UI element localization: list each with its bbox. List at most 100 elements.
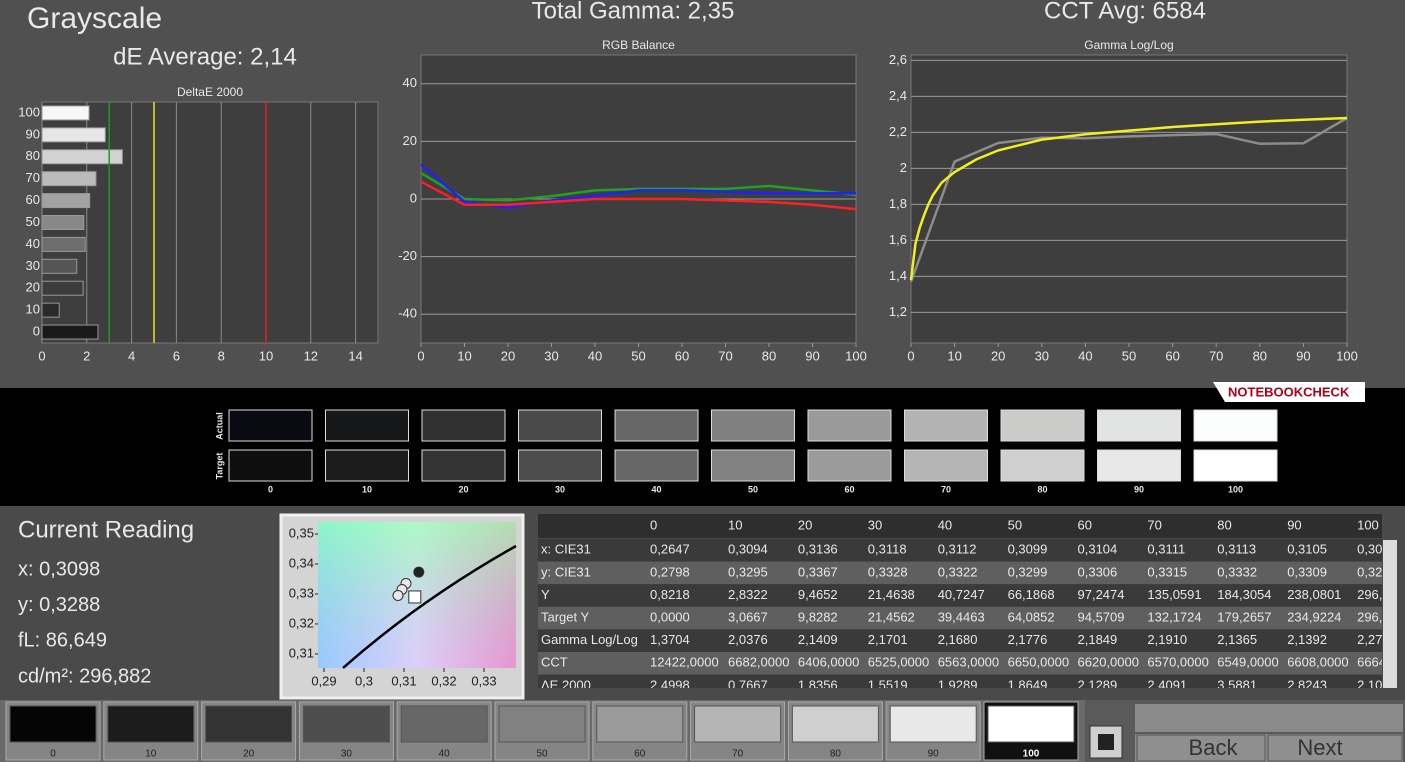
table-row-bg bbox=[538, 561, 1382, 585]
table-cell: 0,3113 bbox=[1217, 542, 1256, 557]
page-title: Grayscale bbox=[27, 2, 162, 35]
table-cell: 234,9224 bbox=[1287, 610, 1341, 625]
swatch-band bbox=[0, 388, 1405, 506]
total-gamma: Total Gamma: 2,35 bbox=[532, 0, 735, 24]
table-row-label: CCT bbox=[541, 655, 568, 670]
y-tick-label: 40 bbox=[403, 75, 417, 90]
y-tick-label: 0,35 bbox=[289, 525, 314, 540]
table-cell: 66,1868 bbox=[1008, 587, 1055, 602]
x-tick-label: 40 bbox=[588, 348, 602, 363]
table-cell: 6664 bbox=[1357, 655, 1386, 670]
table-cell: 2,4998 bbox=[650, 677, 690, 692]
table-row-bg bbox=[538, 652, 1382, 675]
x-tick-label: 80 bbox=[1253, 348, 1267, 363]
series-line bbox=[909, 116, 1348, 281]
back-button[interactable] bbox=[1136, 734, 1266, 762]
swatch-label: 80 bbox=[1037, 484, 1047, 494]
table-cell: 1,8649 bbox=[1008, 677, 1048, 692]
table-cell: 0,32 bbox=[1357, 564, 1382, 579]
x-tick-label: 8 bbox=[218, 348, 225, 363]
table-cell: 39,4463 bbox=[938, 610, 985, 625]
category-label: 30 bbox=[26, 258, 40, 273]
x-tick-label: 12 bbox=[304, 348, 318, 363]
target-swatch bbox=[1000, 449, 1085, 482]
y-tick-label: 2,4 bbox=[889, 88, 907, 103]
table-cell: 0,3306 bbox=[1078, 564, 1118, 579]
table-row-label: x: CIE31 bbox=[541, 542, 591, 557]
x-tick-label: 50 bbox=[1122, 348, 1136, 363]
table-cell: 1,3704 bbox=[650, 632, 690, 647]
category-label: 0 bbox=[33, 323, 40, 338]
table-row-bg bbox=[538, 539, 1382, 562]
plot-area bbox=[910, 54, 1348, 344]
swatch-label: 30 bbox=[555, 484, 565, 494]
table-cell: 0,3111 bbox=[1147, 542, 1185, 557]
stop-icon bbox=[1098, 734, 1114, 750]
table-cell: 12422,0000 bbox=[650, 655, 719, 670]
y-tick-label: 0,31 bbox=[289, 645, 314, 660]
table-header-bg bbox=[538, 514, 1382, 538]
table-row-label: Y bbox=[541, 587, 550, 602]
bar bbox=[41, 236, 86, 252]
bar bbox=[41, 171, 97, 187]
y-tick-label: 0,32 bbox=[289, 615, 314, 630]
actual-swatch bbox=[807, 409, 892, 442]
table-cell: 64,0852 bbox=[1008, 610, 1055, 625]
table-cell: 135,0591 bbox=[1147, 587, 1201, 602]
y-tick-label: 1,8 bbox=[889, 196, 907, 211]
patch-swatch bbox=[791, 705, 879, 743]
patch-label: 0 bbox=[50, 749, 56, 760]
bar bbox=[41, 105, 90, 121]
table-header: 90 bbox=[1287, 517, 1301, 532]
transport-buttons[interactable] bbox=[1135, 704, 1403, 732]
table-cell: 1,5519 bbox=[868, 677, 908, 692]
patch-label: 20 bbox=[243, 749, 255, 760]
table-cell: 132,1724 bbox=[1147, 610, 1201, 625]
cct-average: CCT Avg: 6584 bbox=[1044, 0, 1206, 24]
bar bbox=[41, 258, 78, 274]
table-cell: 97,2474 bbox=[1078, 587, 1125, 602]
table-cell: 0,3094 bbox=[728, 542, 768, 557]
reading-title: Current Reading bbox=[18, 516, 194, 543]
swatch-label: 50 bbox=[748, 484, 758, 494]
table-cell: 238,0801 bbox=[1287, 587, 1341, 602]
category-label: 40 bbox=[26, 236, 40, 251]
chart-title: Gamma Log/Log bbox=[1084, 38, 1173, 52]
scrollbar[interactable] bbox=[1383, 540, 1397, 688]
patch-label: 60 bbox=[634, 749, 646, 760]
table-cell: 3,0667 bbox=[728, 610, 768, 625]
next-button[interactable] bbox=[1267, 734, 1403, 762]
table-header: 20 bbox=[798, 517, 812, 532]
category-label: 50 bbox=[26, 214, 40, 229]
table-header: 0 bbox=[650, 517, 657, 532]
reading-value: y: 0,3288 bbox=[18, 594, 100, 616]
x-tick-label: 2 bbox=[83, 348, 90, 363]
x-tick-label: 4 bbox=[128, 348, 135, 363]
y-tick-label: 0,34 bbox=[289, 555, 314, 570]
x-tick-label: 0,3 bbox=[355, 673, 373, 688]
category-label: 80 bbox=[26, 148, 40, 163]
category-label: 70 bbox=[26, 170, 40, 185]
de-average: dE Average: 2,14 bbox=[113, 43, 297, 70]
swatch-label: 90 bbox=[1134, 484, 1144, 494]
patch-label: 100 bbox=[1023, 749, 1040, 760]
table-row-bg bbox=[538, 629, 1382, 652]
table-body: x: CIE31 0,2647 0,3094 0,3136 0,3118 0,3112 0,… bbox=[538, 539, 1386, 692]
table-header: 40 bbox=[938, 517, 952, 532]
actual-swatch bbox=[228, 409, 313, 442]
next-label: Next bbox=[1297, 735, 1342, 760]
table-cell: 2,1849 bbox=[1078, 632, 1118, 647]
patch-swatch bbox=[694, 705, 782, 743]
table-cell: 6570,0000 bbox=[1147, 655, 1208, 670]
table-cell: 6608,0000 bbox=[1287, 655, 1348, 670]
y-tick-label: 20 bbox=[403, 133, 417, 148]
table-cell: 6525,0000 bbox=[868, 655, 929, 670]
bar bbox=[41, 215, 85, 230]
x-tick-label: 90 bbox=[805, 348, 819, 363]
y-tick-label: -40 bbox=[398, 306, 417, 321]
patch-label: 70 bbox=[732, 749, 744, 760]
x-tick-label: 10 bbox=[259, 348, 273, 363]
table-cell: 0,3118 bbox=[868, 542, 907, 557]
table-cell: 0,7667 bbox=[728, 677, 768, 692]
